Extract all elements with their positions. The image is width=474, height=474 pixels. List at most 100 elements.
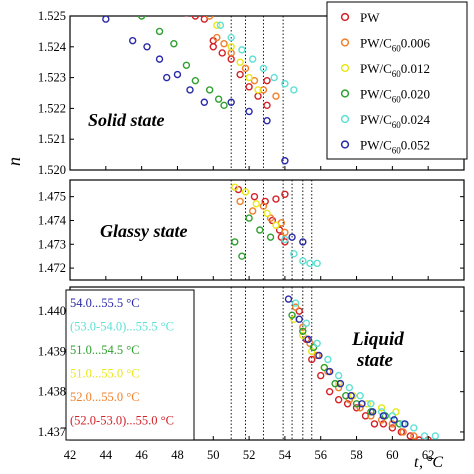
data-point — [245, 214, 253, 222]
legend-marker — [340, 63, 350, 73]
data-point — [186, 86, 194, 94]
panel-liquid: 1.437 1.438 1.439 1.440 Liquid state — [38, 286, 465, 441]
data-point — [241, 188, 250, 196]
legend-label: PW/C600.006 — [360, 36, 431, 54]
data-point — [259, 64, 268, 73]
data-point — [155, 27, 164, 36]
x-axis-label-separator: , — [419, 454, 423, 471]
data-point — [128, 36, 137, 45]
data-point — [281, 228, 289, 237]
data-point — [241, 64, 250, 73]
data-point — [406, 432, 414, 440]
data-point — [367, 412, 375, 420]
legend-label: PW/C600.024 — [360, 112, 431, 130]
y-tick-label: 1.474 — [38, 213, 67, 227]
data-point — [254, 86, 262, 94]
x-tick-label: 58 — [350, 448, 363, 462]
data-points — [102, 7, 298, 165]
y-axis-label: n — [4, 157, 24, 166]
x-tick-label: 48 — [171, 448, 184, 462]
data-point — [379, 420, 388, 428]
data-point — [281, 80, 289, 88]
data-point — [248, 207, 257, 215]
legend-box — [326, 1, 468, 160]
legend-marker — [340, 114, 350, 124]
data-point — [392, 408, 400, 416]
state-label: Liquid — [351, 329, 404, 350]
y-tick-label: 1.472 — [38, 261, 66, 275]
data-point — [299, 323, 307, 331]
y-tick-label: 1.473 — [38, 237, 66, 251]
data-point — [254, 92, 262, 100]
data-point — [236, 58, 244, 66]
data-point — [356, 404, 364, 412]
data-point — [325, 387, 334, 396]
data-point — [227, 33, 235, 42]
x-tick-label: 50 — [207, 448, 220, 462]
y-tick-label: 1.522 — [38, 101, 66, 115]
panel-solid: 1.520 1.521 1.522 1.523 1.524 1.525 Solid sta… — [38, 7, 465, 177]
data-point — [196, 7, 202, 13]
data-point — [388, 424, 397, 432]
data-point — [238, 46, 246, 54]
data-point — [410, 424, 418, 432]
data-point — [415, 436, 423, 440]
data-point — [306, 259, 314, 268]
data-point — [236, 70, 244, 79]
range-box-frame — [65, 289, 195, 441]
data-point — [163, 73, 171, 82]
data-point — [236, 197, 244, 206]
data-point — [334, 396, 343, 404]
legend-label: PW — [360, 10, 380, 25]
data-point — [227, 98, 235, 106]
x-tick-label: 60 — [386, 448, 399, 462]
data-point — [313, 339, 321, 348]
range-box: 54.0...55.5 °C (53.0-54.0)...55.5 °C 51.0.… — [65, 289, 195, 441]
y-ticks: 1.472 1.473 1.474 1.475 — [38, 190, 464, 275]
data-point — [401, 420, 409, 428]
data-point — [309, 343, 318, 352]
data-point — [358, 400, 366, 408]
legend-label: PW/C600.020 — [360, 87, 430, 105]
data-point — [213, 21, 221, 29]
data-point — [259, 202, 268, 210]
x-axis-label: t — [414, 454, 419, 471]
data-point — [291, 303, 300, 311]
data-point — [295, 307, 303, 315]
data-point — [299, 331, 307, 340]
data-point — [291, 299, 300, 307]
y-ticks: 1.520 1.521 1.522 1.523 1.524 1.525 — [38, 9, 464, 177]
state-label: Glassy state — [100, 221, 188, 241]
data-point — [281, 235, 289, 244]
data-point — [390, 416, 398, 424]
data-point — [263, 101, 271, 110]
dotted-lines — [230, 180, 313, 280]
data-point — [399, 428, 407, 436]
y-tick-label: 1.523 — [38, 71, 66, 85]
data-point — [313, 259, 321, 268]
x-ticks: 42 44 46 48 50 52 54 56 58 60 62 — [64, 166, 434, 462]
legend-marker — [340, 89, 350, 98]
data-point — [248, 55, 257, 63]
data-point — [431, 432, 440, 440]
data-point — [245, 107, 253, 116]
data-point — [220, 101, 228, 110]
data-point — [388, 420, 397, 428]
data-point — [299, 238, 307, 246]
data-point — [170, 40, 178, 48]
data-point — [205, 86, 214, 94]
state-label: state — [356, 350, 393, 371]
x-tick-label: 56 — [314, 448, 327, 462]
data-point — [410, 432, 418, 440]
y-tick-label: 1.438 — [38, 385, 66, 399]
data-point — [370, 420, 379, 428]
legend-marker — [340, 140, 350, 149]
data-point — [200, 16, 209, 23]
data-point — [377, 408, 386, 416]
data-point — [334, 383, 343, 392]
data-point — [250, 192, 259, 201]
range-label: 54.0...55.5 °C — [70, 296, 140, 310]
legend-marker — [340, 12, 350, 22]
y-tick-label: 1.525 — [38, 9, 66, 23]
